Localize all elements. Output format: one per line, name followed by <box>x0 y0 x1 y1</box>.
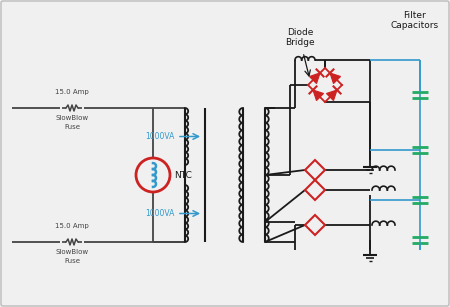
Text: 1000VA: 1000VA <box>146 132 175 141</box>
Text: Filter: Filter <box>404 11 427 20</box>
Text: 1000VA: 1000VA <box>146 209 175 218</box>
Text: Capacitors: Capacitors <box>391 21 439 30</box>
Text: Bridge: Bridge <box>285 38 315 47</box>
Text: Fuse: Fuse <box>64 258 80 264</box>
Text: SlowBlow: SlowBlow <box>55 115 89 121</box>
Polygon shape <box>326 90 337 101</box>
Polygon shape <box>310 73 320 84</box>
Polygon shape <box>330 73 341 84</box>
Text: Fuse: Fuse <box>64 124 80 130</box>
Text: Diode: Diode <box>287 28 313 37</box>
Text: 15.0 Amp: 15.0 Amp <box>55 89 89 95</box>
Polygon shape <box>313 90 324 101</box>
Text: NTC: NTC <box>174 170 192 180</box>
Text: SlowBlow: SlowBlow <box>55 249 89 255</box>
Text: 15.0 Amp: 15.0 Amp <box>55 223 89 229</box>
